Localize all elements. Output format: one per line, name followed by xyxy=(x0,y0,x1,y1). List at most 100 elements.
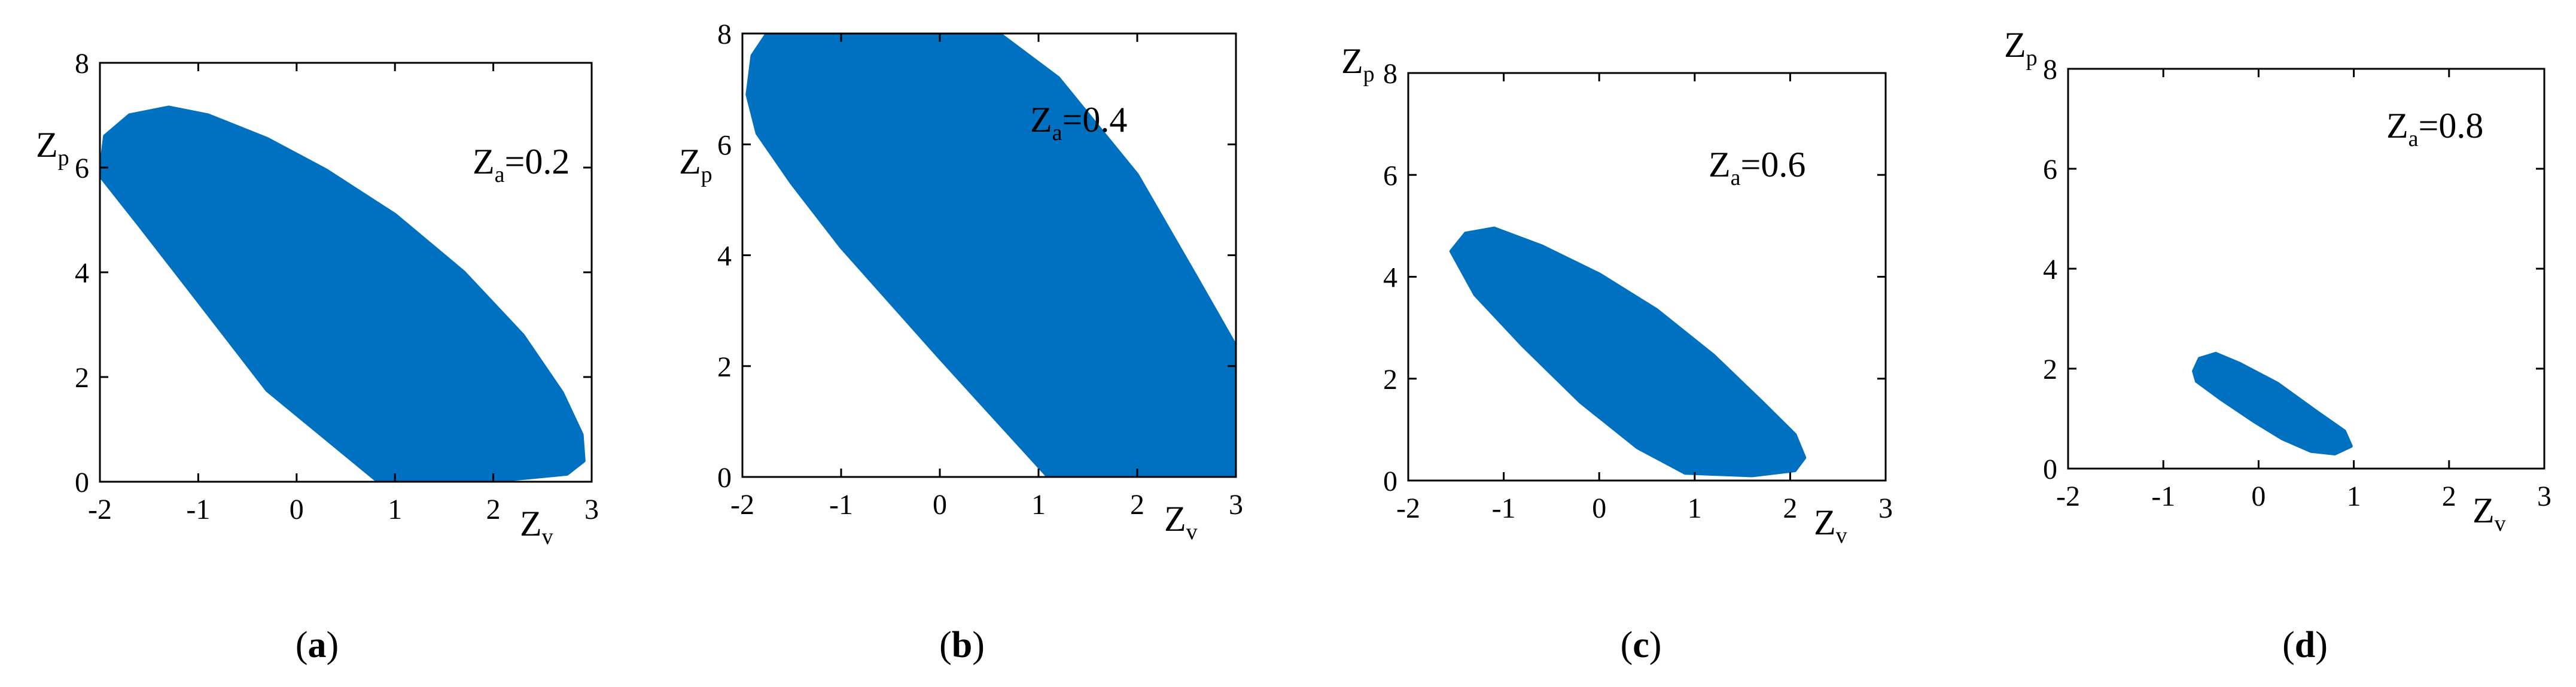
y-tick-label: 2 xyxy=(75,362,89,394)
data-region-d xyxy=(2194,354,2351,454)
data-region-b xyxy=(747,34,1236,477)
y-axis-label-a-sub: p xyxy=(58,145,69,171)
y-tick-label: 8 xyxy=(75,48,89,80)
caption-letter: d xyxy=(2295,625,2315,665)
y-tick-label: 2 xyxy=(2043,354,2057,385)
x-tick-label: -1 xyxy=(186,494,210,525)
y-tick-label: 0 xyxy=(717,462,732,494)
y-tick-label: 8 xyxy=(2043,54,2057,86)
x-tick-label: 3 xyxy=(1878,493,1893,524)
x-tick-label: 2 xyxy=(1783,493,1797,524)
x-tick-label: 1 xyxy=(388,494,402,525)
x-tick-label: -2 xyxy=(730,489,754,521)
annotation-a: Za=0.2 xyxy=(473,142,570,187)
x-axis-label-d-var: Z xyxy=(2473,491,2495,530)
y-axis-label-c-var: Z xyxy=(1341,41,1363,81)
x-tick-label: 2 xyxy=(1130,489,1144,521)
y-tick-label: 8 xyxy=(717,19,732,50)
y-tick-label: 2 xyxy=(1383,364,1397,396)
y-axis-label-c-sub: p xyxy=(1363,62,1375,87)
x-tick-label: -2 xyxy=(1396,493,1420,524)
x-tick-label: -1 xyxy=(829,489,853,521)
y-tick-label: 4 xyxy=(75,257,89,289)
y-axis-label-c: Zp xyxy=(1341,41,1375,87)
x-tick-label: 0 xyxy=(1592,493,1606,524)
y-axis-label-a: Zp xyxy=(36,125,69,171)
annotation-d-value: =0.8 xyxy=(2419,106,2484,145)
y-axis-label-b-var: Z xyxy=(679,142,701,181)
y-axis-label-a-var: Z xyxy=(36,125,58,165)
y-tick-label: 0 xyxy=(2043,454,2057,485)
caption-paren-open: ( xyxy=(1621,625,1633,665)
x-axis-label-c-var: Z xyxy=(1814,503,1836,542)
caption-paren-open: ( xyxy=(2282,625,2295,665)
y-axis-label-d-sub: p xyxy=(2026,45,2038,71)
x-axis-label-d-sub: v xyxy=(2495,511,2506,536)
x-axis-label-b-sub: v xyxy=(1186,519,1198,545)
caption-letter: a xyxy=(308,625,327,665)
x-tick-label: 0 xyxy=(290,494,304,525)
y-tick-label: 4 xyxy=(1383,262,1397,294)
y-axis-label-d: Zp xyxy=(2004,25,2038,71)
x-tick-label: 3 xyxy=(1229,489,1243,521)
y-axis-label-d-var: Z xyxy=(2004,25,2026,65)
x-tick-label: 3 xyxy=(2537,481,2551,512)
x-axis-label-c: Zv xyxy=(1814,503,1847,548)
data-region-c xyxy=(1451,229,1805,476)
x-tick-label: -1 xyxy=(2151,481,2175,512)
x-axis-label-b-var: Z xyxy=(1164,499,1186,539)
caption-b: (b) xyxy=(939,625,985,665)
caption-paren-close: ) xyxy=(2315,625,2328,665)
y-tick-label: 8 xyxy=(1383,58,1397,90)
caption-paren-close: ) xyxy=(327,625,339,665)
annotation-a-value: =0.2 xyxy=(505,142,570,181)
x-tick-label: 2 xyxy=(486,494,501,525)
y-tick-label: 6 xyxy=(2043,154,2057,186)
caption-d: (d) xyxy=(2282,625,2328,665)
caption-c: (c) xyxy=(1621,625,1662,665)
annotation-b-value: =0.4 xyxy=(1062,100,1128,139)
y-tick-label: 2 xyxy=(717,351,732,383)
annotation-c: Za=0.6 xyxy=(1709,145,1805,190)
x-tick-label: 0 xyxy=(933,489,947,521)
annotation-d-var: Z xyxy=(2386,106,2408,145)
caption-paren-open: ( xyxy=(939,625,952,665)
annotation-b-var: Z xyxy=(1030,100,1052,139)
x-tick-label: -1 xyxy=(1492,493,1516,524)
y-tick-label: 0 xyxy=(75,467,89,498)
y-tick-label: 0 xyxy=(1383,466,1397,497)
y-axis-label-b: Zp xyxy=(679,142,712,187)
annotation-b: Za=0.4 xyxy=(1030,100,1127,145)
y-tick-label: 4 xyxy=(717,241,732,272)
caption-paren-close: ) xyxy=(1649,625,1662,665)
annotation-c-value: =0.6 xyxy=(1741,145,1806,184)
y-axis-label-b-sub: p xyxy=(701,162,712,187)
caption-paren-close: ) xyxy=(972,625,985,665)
y-tick-label: 6 xyxy=(1383,160,1397,191)
annotation-d: Za=0.8 xyxy=(2386,106,2483,151)
caption-letter: c xyxy=(1633,625,1649,665)
annotation-b-sub: a xyxy=(1052,120,1062,145)
annotation-c-var: Z xyxy=(1709,145,1731,184)
x-axis-label-a: Zv xyxy=(520,504,553,549)
caption-paren-open: ( xyxy=(296,625,308,665)
x-axis-label-c-sub: v xyxy=(1836,523,1847,548)
x-axis-label-d: Zv xyxy=(2473,491,2506,536)
annotation-a-var: Z xyxy=(473,142,495,181)
x-axis-label-a-sub: v xyxy=(542,524,553,549)
annotation-d-sub: a xyxy=(2408,126,2419,151)
caption-letter: b xyxy=(952,625,972,665)
x-tick-label: -2 xyxy=(2056,481,2080,512)
annotation-c-sub: a xyxy=(1731,165,1741,190)
x-tick-label: 2 xyxy=(2442,481,2456,512)
caption-a: (a) xyxy=(296,625,339,665)
x-tick-label: -2 xyxy=(88,494,112,525)
annotation-a-sub: a xyxy=(495,162,505,187)
y-tick-label: 6 xyxy=(717,129,732,161)
y-tick-label: 6 xyxy=(75,153,89,184)
